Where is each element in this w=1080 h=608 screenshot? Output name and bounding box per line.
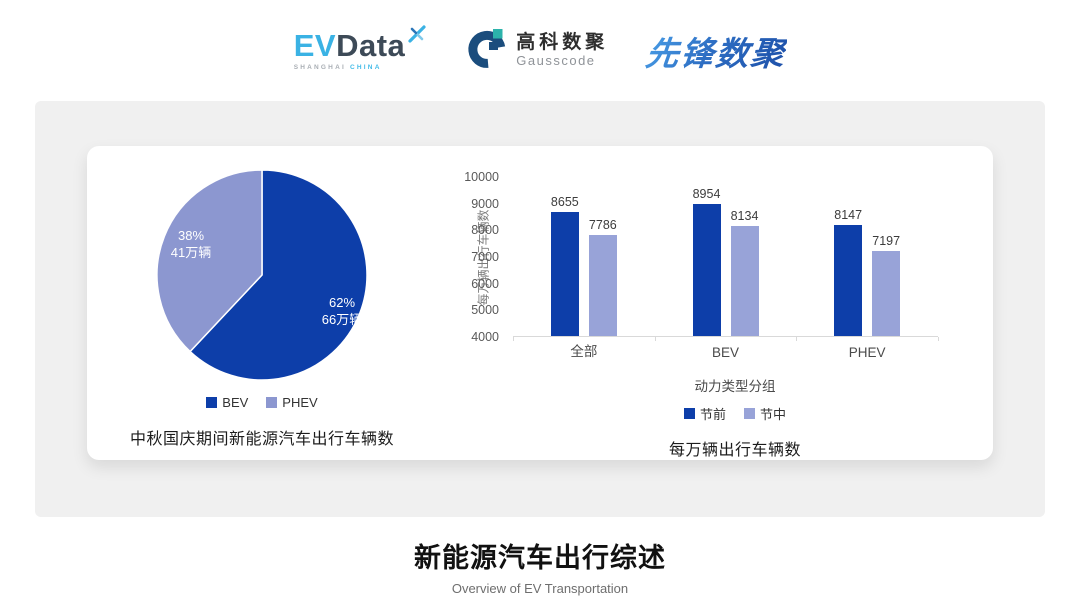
bar-plot: 8655 7786 全部 8954 8134 BEV 8147 7197 PHEV <box>513 176 939 360</box>
bar-value-label: 8147 <box>834 208 863 223</box>
bar-value-label: 8655 <box>550 194 579 209</box>
bar-column: 7197 <box>872 176 901 336</box>
x-axis-tick-mark <box>513 337 514 341</box>
bar-value-label: 7786 <box>588 218 617 233</box>
legend-item-mid-holiday: 节中 <box>744 404 786 423</box>
evdata-logo-data: Data <box>336 28 406 63</box>
bar-BEV-节前 <box>692 203 721 336</box>
pie-legend: BEV PHEV <box>206 395 318 410</box>
bar-BEV-节中 <box>730 225 759 336</box>
gausscode-g-icon <box>465 27 507 74</box>
bar-column: 8954 <box>692 176 721 336</box>
x-axis-category-label: PHEV <box>848 345 886 360</box>
page-title: 新能源汽车出行综述 <box>414 543 666 573</box>
bar-column: 8655 <box>550 176 579 336</box>
bar-value-label: 8134 <box>730 208 759 223</box>
pie-svg <box>156 169 368 381</box>
legend-item-pre-holiday: 节前 <box>683 404 726 423</box>
y-axis-tick-label: 4000 <box>471 330 499 344</box>
bar-chart: 每万辆出行车辆数 10000 9000 8000 7000 6000 5000 4000 8… <box>437 146 993 460</box>
bar-PHEV-节前 <box>834 225 863 336</box>
pie-slice-phev <box>156 169 263 353</box>
legend-swatch-phev <box>266 397 278 408</box>
bar-group-全部: 8655 7786 全部 <box>513 176 655 359</box>
legend-item-bev: BEV <box>206 395 248 410</box>
page-subtitle: Overview of EV Transportation <box>451 581 629 596</box>
bar-column: 7786 <box>588 176 617 336</box>
bar-value-label: 7197 <box>872 233 901 248</box>
gausscode-logo: 高科数聚 Gausscode <box>465 27 608 74</box>
y-axis-tick-label: 5000 <box>471 303 499 318</box>
bar-全部-节中 <box>588 235 617 336</box>
y-axis-ticks: 10000 9000 8000 7000 6000 5000 4000 <box>455 170 499 344</box>
y-axis-tick-label: 10000 <box>464 170 499 184</box>
xianfeng-logo: 先锋数聚 <box>644 27 789 75</box>
x-axis-tick-mark <box>796 337 798 341</box>
pie-plot: 38% 41万辆 62% 66万辆 <box>155 168 369 382</box>
y-axis-tick-label: 7000 <box>471 250 499 264</box>
pie-slice-label-phev: 38% 41万辆 <box>170 228 212 260</box>
evdata-logo-ev: EV <box>293 28 337 63</box>
legend-item-phev: PHEV <box>266 395 318 410</box>
bar-PHEV-节中 <box>872 250 901 336</box>
x-axis-tick-mark <box>938 337 939 341</box>
pie-slice-label-bev: 62% 66万辆 <box>321 295 363 327</box>
bar-column: 8134 <box>730 176 759 336</box>
bar-group-BEV: 8954 8134 BEV <box>655 176 797 360</box>
gausscode-name-en: Gausscode <box>516 52 596 68</box>
pie-chart-title: 中秋国庆期间新能源汽车出行车辆数 <box>129 431 394 448</box>
logo-header: EV Data SHANGHAI CHINA 高科数聚 <box>0 0 1080 101</box>
y-axis-tick-label: 8000 <box>471 223 499 238</box>
pie-chart: 38% 41万辆 62% 66万辆 BEV PHEV 中秋国庆期间新能源汽车 <box>87 146 437 460</box>
gausscode-name-cn: 高科数聚 <box>516 32 609 54</box>
y-axis-tick-label: 6000 <box>471 276 499 291</box>
x-axis-category-label: BEV <box>712 345 740 360</box>
charts-panel: 38% 41万辆 62% 66万辆 BEV PHEV 中秋国庆期间新能源汽车 <box>35 101 1045 517</box>
legend-swatch-mid-holiday <box>744 408 755 419</box>
bar-plot-area: 每万辆出行车辆数 10000 9000 8000 7000 6000 5000 4000 8… <box>437 170 993 372</box>
evdata-pinwheel-icon <box>407 24 427 48</box>
pie-slice-bev <box>189 169 368 381</box>
footer: 新能源汽车出行综述 Overview of EV Transportation <box>0 536 1080 596</box>
bar-value-label: 8954 <box>692 186 721 201</box>
bar-column: 8147 <box>834 176 863 336</box>
y-axis-tick-label: 9000 <box>471 196 499 211</box>
evdata-logo: EV Data SHANGHAI CHINA <box>293 25 428 71</box>
x-axis-tick-mark <box>654 337 656 341</box>
bar-group-PHEV: 8147 7197 PHEV <box>796 176 938 360</box>
bar-全部-节前 <box>550 211 579 336</box>
bar-chart-title: 每万辆出行车辆数 <box>668 442 801 459</box>
bar-legend: 节前 节中 <box>437 404 993 423</box>
evdata-logo-subtext: SHANGHAI CHINA <box>293 64 382 71</box>
legend-swatch-bev <box>206 397 218 408</box>
legend-swatch-pre-holiday <box>683 408 695 419</box>
charts-card: 38% 41万辆 62% 66万辆 BEV PHEV 中秋国庆期间新能源汽车 <box>87 146 993 460</box>
x-axis-title: 动力类型分组 <box>694 379 776 394</box>
x-axis-category-label: 全部 <box>570 344 598 359</box>
